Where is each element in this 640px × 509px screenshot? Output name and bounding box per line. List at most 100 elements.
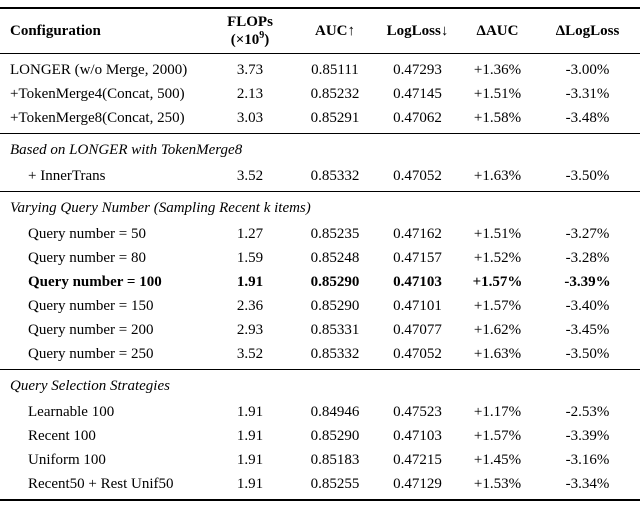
- cell-logloss: 0.47103: [393, 427, 442, 444]
- cell-delta-logloss: -3.48%: [565, 109, 610, 126]
- cell-logloss: 0.47215: [393, 451, 442, 468]
- cell-delta-logloss: -2.53%: [565, 403, 610, 420]
- row-label: +TokenMerge8(Concat, 250): [10, 109, 185, 126]
- flops-exponent: 9: [259, 30, 265, 41]
- cell-delta-auc: +1.57%: [472, 273, 523, 290]
- row-label: Query number = 250: [28, 345, 154, 362]
- cell-auc: 0.85331: [310, 321, 360, 338]
- section-innertrans: Based on LONGER with TokenMerge8 + Inner…: [0, 133, 640, 192]
- cell-logloss: 0.47077: [393, 321, 442, 338]
- section-title-row: Query Selection Strategies: [0, 370, 640, 401]
- cell-logloss: 0.47101: [393, 297, 442, 314]
- cell-delta-logloss: -3.27%: [565, 225, 610, 242]
- row-label: +TokenMerge4(Concat, 500): [10, 85, 185, 102]
- cell-delta-auc: +1.57%: [473, 427, 522, 444]
- cell-auc: 0.84946: [310, 403, 360, 420]
- table-row: Uniform 100 1.91 0.85183 0.47215 +1.45% …: [0, 448, 640, 472]
- row-label: Query number = 80: [28, 249, 147, 266]
- cell-logloss: 0.47062: [393, 109, 442, 126]
- cell-logloss: 0.47157: [393, 249, 442, 266]
- col-header-flops: FLOPs (×109): [205, 8, 295, 54]
- table-row: Recent50 + Rest Unif50 1.91 0.85255 0.47…: [0, 472, 640, 500]
- cell-delta-auc: +1.57%: [473, 297, 522, 314]
- cell-logloss: 0.47523: [393, 403, 442, 420]
- cell-flops: 2.13: [236, 85, 264, 102]
- cell-flops: 2.93: [236, 321, 264, 338]
- table-row: Query number = 80 1.59 0.85248 0.47157 +…: [0, 246, 640, 270]
- cell-delta-auc: +1.53%: [473, 475, 522, 492]
- cell-flops: 3.03: [236, 109, 264, 126]
- cell-delta-logloss: -3.45%: [565, 321, 610, 338]
- table-row: Query number = 250 3.52 0.85332 0.47052 …: [0, 342, 640, 370]
- col-header-delta-auc: ΔAUC: [476, 23, 519, 39]
- section-title: Query Selection Strategies: [10, 378, 170, 394]
- header-row: Configuration FLOPs (×109) AUC↑ LogLoss↓…: [0, 8, 640, 54]
- cell-auc: 0.85290: [310, 427, 360, 444]
- section-title: Based on LONGER with TokenMerge8: [10, 142, 243, 158]
- cell-auc: 0.85332: [310, 345, 360, 362]
- table-row: Learnable 100 1.91 0.84946 0.47523 +1.17…: [0, 400, 640, 424]
- row-label: Uniform 100: [28, 451, 106, 468]
- col-header-delta-logloss: ΔLogLoss: [555, 23, 620, 39]
- section-title: Varying Query Number (Sampling Recent k …: [10, 200, 311, 216]
- cell-delta-auc: +1.51%: [473, 225, 522, 242]
- table-row: +TokenMerge8(Concat, 250) 3.03 0.85291 0…: [0, 106, 640, 134]
- section-title-row: Based on LONGER with TokenMerge8: [0, 134, 640, 165]
- flops-header-line1: FLOPs: [227, 14, 273, 30]
- row-label: Query number = 50: [28, 225, 147, 242]
- col-header-configuration: Configuration: [10, 23, 101, 39]
- cell-delta-auc: +1.58%: [473, 109, 522, 126]
- cell-delta-logloss: -3.50%: [565, 345, 610, 362]
- flops-header-line2: (×109): [230, 30, 270, 49]
- table-row: Query number = 200 2.93 0.85331 0.47077 …: [0, 318, 640, 342]
- results-table: Configuration FLOPs (×109) AUC↑ LogLoss↓…: [0, 7, 640, 501]
- row-label: Recent50 + Rest Unif50: [28, 475, 174, 492]
- cell-delta-logloss: -3.39%: [564, 273, 611, 290]
- cell-flops: 3.52: [236, 167, 264, 184]
- row-label: + InnerTrans: [28, 167, 106, 184]
- table-row: Recent 100 1.91 0.85290 0.47103 +1.57% -…: [0, 424, 640, 448]
- table-row: LONGER (w/o Merge, 2000) 3.73 0.85111 0.…: [0, 54, 640, 83]
- cell-delta-logloss: -3.39%: [565, 427, 610, 444]
- cell-flops: 1.91: [236, 451, 264, 468]
- cell-delta-auc: +1.17%: [473, 403, 522, 420]
- col-header-auc: AUC↑: [315, 23, 355, 39]
- cell-delta-logloss: -3.00%: [565, 61, 610, 78]
- cell-flops: 1.91: [236, 427, 264, 444]
- cell-auc: 0.85232: [310, 85, 360, 102]
- cell-delta-auc: +1.52%: [473, 249, 522, 266]
- table-row: + InnerTrans 3.52 0.85332 0.47052 +1.63%…: [0, 164, 640, 192]
- cell-auc: 0.85248: [310, 249, 360, 266]
- cell-delta-logloss: -3.50%: [565, 167, 610, 184]
- row-label: Query number = 100: [28, 273, 162, 290]
- cell-delta-logloss: -3.40%: [565, 297, 610, 314]
- cell-auc: 0.85111: [311, 61, 359, 78]
- cell-auc: 0.85290: [310, 297, 360, 314]
- table-row-highlighted: Query number = 100 1.91 0.85290 0.47103 …: [0, 270, 640, 294]
- cell-delta-auc: +1.45%: [473, 451, 522, 468]
- table-row: Query number = 50 1.27 0.85235 0.47162 +…: [0, 222, 640, 246]
- cell-delta-auc: +1.63%: [473, 167, 522, 184]
- cell-logloss: 0.47293: [393, 61, 442, 78]
- row-label: Query number = 200: [28, 321, 154, 338]
- section-query-selection: Query Selection Strategies Learnable 100…: [0, 369, 640, 501]
- cell-logloss: 0.47162: [393, 225, 442, 242]
- cell-delta-logloss: -3.31%: [565, 85, 610, 102]
- row-label: Recent 100: [28, 427, 96, 444]
- cell-delta-auc: +1.63%: [473, 345, 522, 362]
- cell-flops: 1.91: [236, 475, 264, 492]
- cell-auc: 0.85255: [310, 475, 360, 492]
- cell-flops: 3.52: [236, 345, 264, 362]
- table-row: Query number = 150 2.36 0.85290 0.47101 …: [0, 294, 640, 318]
- row-label: LONGER (w/o Merge, 2000): [10, 61, 188, 78]
- section-title-row: Varying Query Number (Sampling Recent k …: [0, 192, 640, 223]
- table-row: +TokenMerge4(Concat, 500) 2.13 0.85232 0…: [0, 82, 640, 106]
- cell-logloss: 0.47052: [393, 345, 442, 362]
- row-label: Query number = 150: [28, 297, 154, 314]
- row-label: Learnable 100: [28, 403, 115, 420]
- cell-auc: 0.85183: [310, 451, 360, 468]
- cell-delta-logloss: -3.28%: [565, 249, 610, 266]
- cell-auc: 0.85235: [310, 225, 360, 242]
- cell-delta-auc: +1.62%: [473, 321, 522, 338]
